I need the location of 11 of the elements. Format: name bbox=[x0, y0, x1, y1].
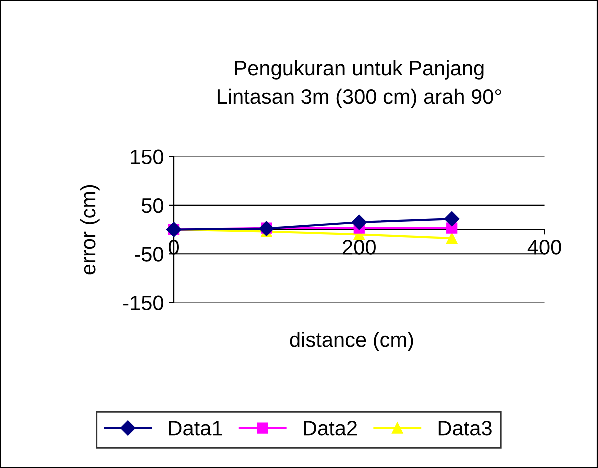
legend-label: Data2 bbox=[304, 421, 357, 436]
y-axis-title: error (cm) bbox=[80, 185, 100, 275]
y-tick-label: 150 bbox=[131, 150, 164, 165]
y-tick-label: 50 bbox=[142, 198, 164, 214]
legend-label: Data1 bbox=[169, 421, 222, 436]
x-axis-title: distance (cm) bbox=[290, 332, 414, 352]
legend-label: Data3 bbox=[438, 421, 492, 436]
x-tick-label: 400 bbox=[528, 240, 562, 255]
y-tick-label: -50 bbox=[135, 247, 164, 262]
y-tick-label: -150 bbox=[124, 296, 164, 311]
chart-title: Pengukuran untuk Panjang Lintasan 3m (300 cm) arah 90° bbox=[218, 60, 502, 108]
